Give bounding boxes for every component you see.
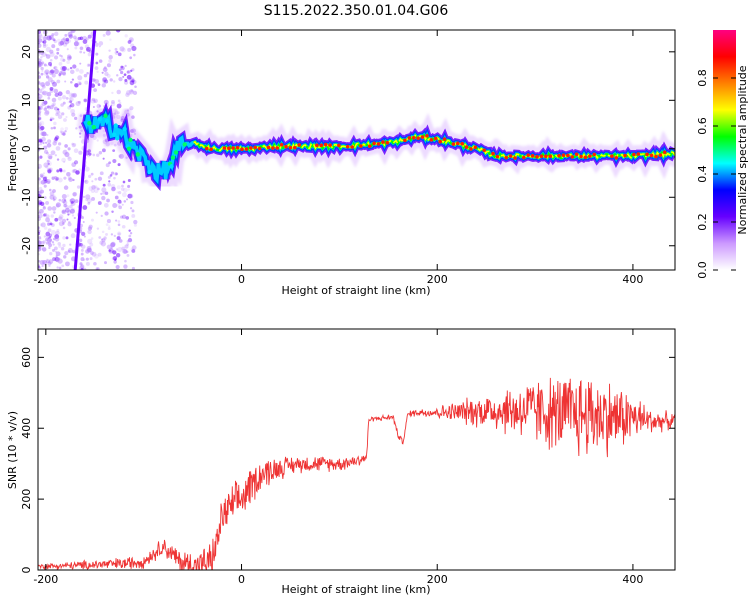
colorbar-tick-label: 0.4 [696,165,709,183]
colorbar-scale [713,30,736,270]
spectrogram-y-axis-label: Frequency (Hz) [6,109,19,192]
snr-x-tick-label: 200 [427,573,448,586]
snr-y-tick-label: 600 [20,347,33,368]
snr-x-tick-label: 400 [622,573,643,586]
colorbar-tick-label: 0.6 [696,117,709,135]
spectrogram-x-axis-label: Height of straight line (km) [281,284,430,297]
spectrogram-y-tick-label: -20 [20,237,33,255]
spectrogram-panel: -200 0 200 400 -20 -10 0 10 20 Height of straigh… [6,29,676,297]
spectrogram-ridge [76,88,675,203]
spectrogram-x-tick-label: 400 [622,273,643,286]
spectrogram-x-tick-label: 200 [427,273,448,286]
spectrogram-y-tick-label: 10 [20,93,33,107]
colorbar-tick-label: 0.8 [696,69,709,87]
snr-y-tick-label: 200 [20,489,33,510]
snr-series-line [38,377,675,570]
spectrogram-x-tick-label: 0 [238,273,245,286]
spectrogram-noise [38,30,138,270]
colorbar: 0.0 0.2 0.4 0.6 0.8 Normalized spectral ampl… [696,30,749,279]
colorbar-label: Normalized spectral amplitude [736,65,749,234]
snr-y-tick-label: 400 [20,418,33,439]
spectrogram-y-tick-label: 20 [20,45,33,59]
snr-x-tick-label: 0 [238,573,245,586]
spectrogram-y-tick-label: -10 [20,188,33,206]
spectrogram-x-tick-label: -200 [33,273,58,286]
spectrogram-frame [37,29,676,271]
colorbar-ticks: 0.0 0.2 0.4 0.6 0.8 [696,69,736,279]
spectrogram-axes: -200 0 200 400 -20 -10 0 10 20 [20,30,675,286]
snr-frame [37,328,676,571]
colorbar-tick-label: 0.2 [696,213,709,231]
snr-y-tick-label: 0 [20,567,33,574]
spectrogram-y-tick-label: 0 [20,145,33,152]
spectrogram-plot-area [38,30,675,270]
figure-title: S115.2022.350.01.04.G06 [264,3,449,19]
snr-x-axis-label: Height of straight line (km) [281,583,430,596]
snr-y-axis-label: SNR (10 * v/v) [6,411,19,489]
snr-plot-area [38,377,675,570]
colorbar-tick-label: 0.0 [696,261,709,279]
spectrogram-streak [73,30,97,270]
snr-x-tick-label: -200 [33,573,58,586]
